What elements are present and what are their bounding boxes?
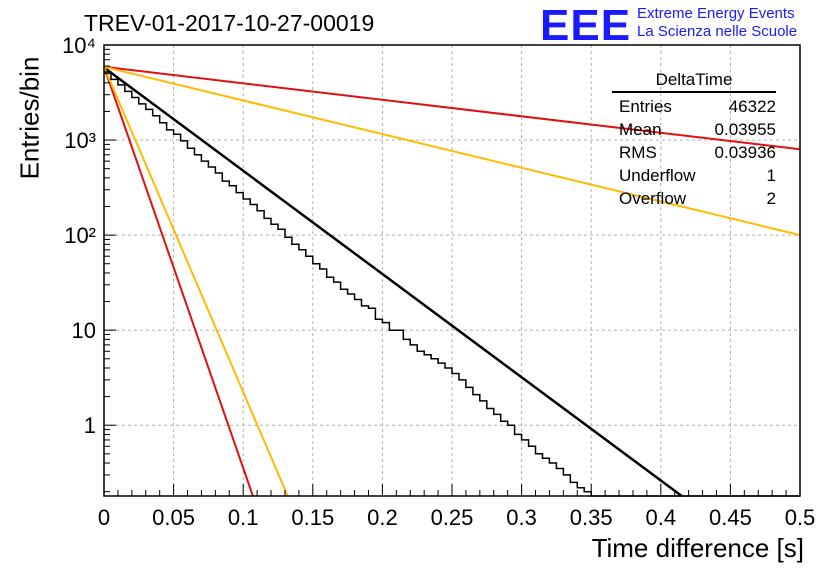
x-tick-label: 0 [98,505,110,530]
stats-label: RMS [619,143,657,162]
x-tick-label: 0.2 [367,505,398,530]
series-line [103,65,801,237]
stats-label: Overflow [619,189,687,208]
x-tick-label: 0.25 [431,505,474,530]
x-tick-label: 0.1 [228,505,259,530]
stats-row: Entries 46322 [612,95,776,118]
stats-title: DeltaTime [612,70,776,93]
stats-value: 1 [766,166,776,185]
logo-line-1: Extreme Energy Events [637,5,795,22]
stats-row: Mean 0.03955 [612,118,776,141]
x-tick-label: 0.05 [152,505,195,530]
x-axis-label: Time difference [s] [591,533,804,563]
grid-lines [104,45,800,496]
y-tick-label: 10⁴ [62,33,96,58]
series-line [103,66,254,497]
chart-title: TREV-01-2017-10-27-00019 [84,10,375,36]
series-line [103,66,683,498]
series-layer [103,65,801,498]
y-tick-label: 10² [64,223,96,248]
x-tick-label: 0.5 [785,505,816,530]
logo-line-2: La Scienza nelle Scuole [637,23,798,40]
stats-value: 0.03955 [714,120,776,139]
stats-row: Underflow 1 [612,164,776,187]
stats-label: Underflow [619,166,696,185]
stats-label: Entries [619,97,672,116]
series-line [103,65,801,151]
stats-row: Overflow 2 [612,187,776,210]
x-tick-label: 0.15 [291,505,334,530]
series-line [103,66,289,497]
x-tick-label: 0.45 [709,505,752,530]
x-tick-label: 0.4 [646,505,677,530]
stats-label: Mean [619,120,662,139]
stats-value: 0.03936 [714,143,776,162]
y-axis-ticks: 1 10 10² 10³ 10⁴ [62,33,116,493]
x-tick-label: 0.35 [570,505,613,530]
stats-row: RMS 0.03936 [612,141,776,164]
stats-value: 46322 [728,97,776,116]
stats-box: DeltaTime Entries 46322 Mean 0.03955 RMS 0.… [612,70,776,210]
stats-value: 2 [766,189,776,208]
y-tick-label: 10 [72,318,96,343]
y-axis-label: Entries/bin [14,56,45,180]
eee-logo: EEE [540,1,632,50]
x-tick-label: 0.3 [506,505,537,530]
y-tick-label: 1 [84,413,96,438]
x-axis-ticks: 0 0.05 0.1 0.15 0.2 0.25 0.3 0.35 0.4 0.45 0.5 [98,484,815,530]
y-tick-label: 10³ [64,128,96,153]
